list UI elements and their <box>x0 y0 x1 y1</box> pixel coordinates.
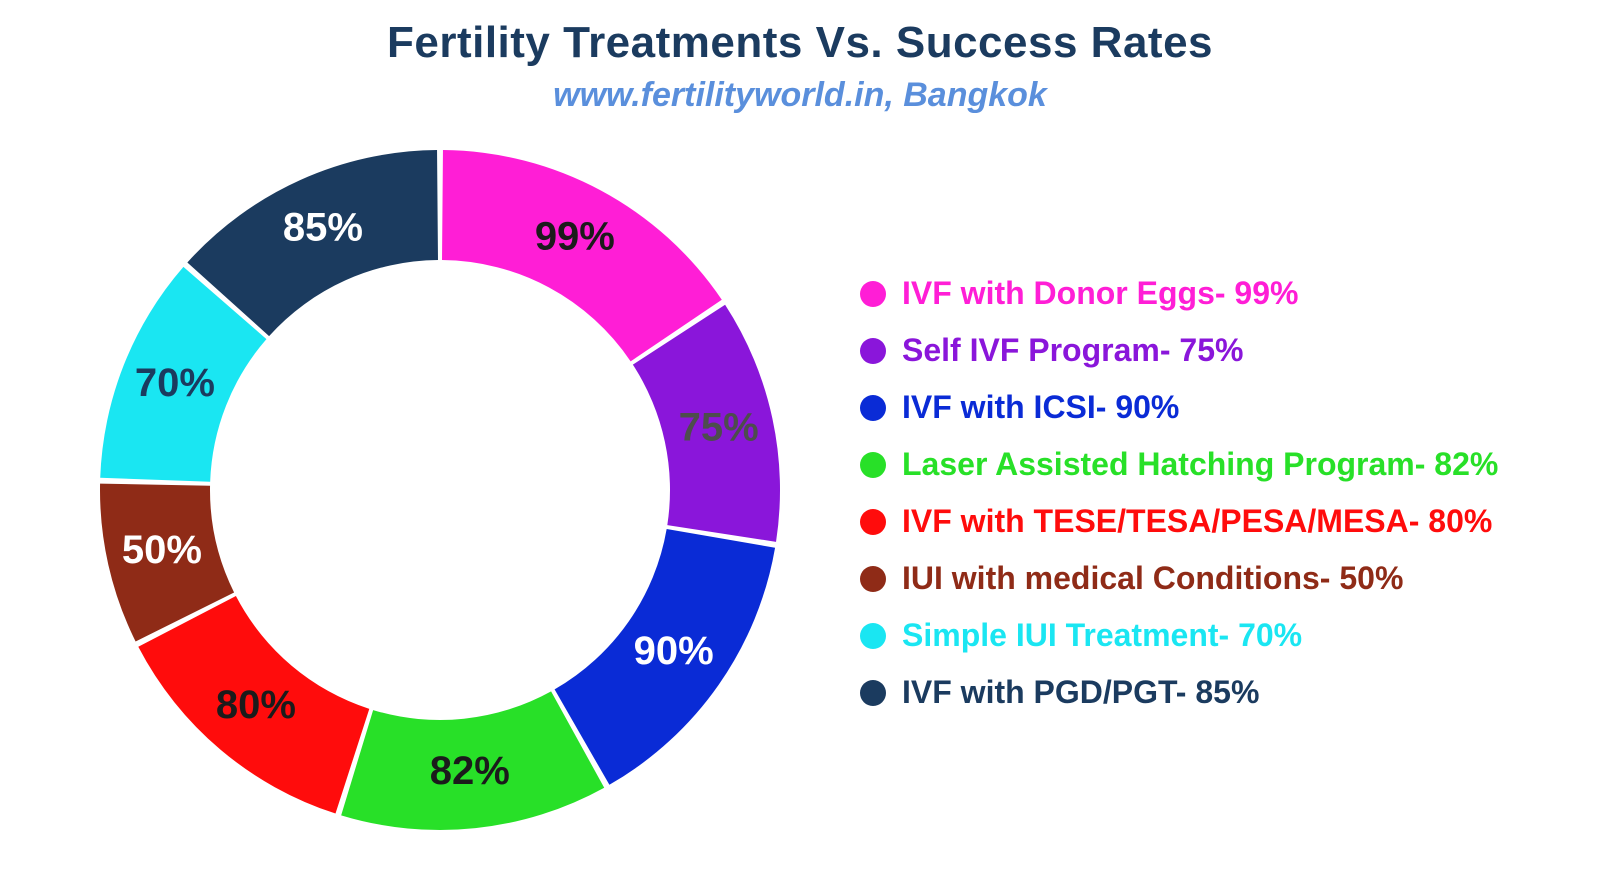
slice-label: 50% <box>122 528 202 572</box>
slice-label: 82% <box>430 749 510 793</box>
slice-label: 85% <box>283 206 363 250</box>
legend-item: Laser Assisted Hatching Program- 82% <box>860 446 1580 483</box>
legend-label: IUI with medical Conditions- 50% <box>902 560 1403 597</box>
legend-dot-icon <box>860 395 886 421</box>
legend-label: Self IVF Program- 75% <box>902 332 1243 369</box>
legend-dot-icon <box>860 452 886 478</box>
slice-label: 80% <box>216 683 296 727</box>
legend-dot-icon <box>860 623 886 649</box>
legend-label: IVF with TESE/TESA/PESA/MESA- 80% <box>902 503 1492 540</box>
legend-dot-icon <box>860 566 886 592</box>
legend-dot-icon <box>860 680 886 706</box>
legend-label: IVF with Donor Eggs- 99% <box>902 275 1298 312</box>
legend-label: Simple IUI Treatment- 70% <box>902 617 1302 654</box>
legend-item: Simple IUI Treatment- 70% <box>860 617 1580 654</box>
slice-label: 70% <box>135 361 215 405</box>
legend-label: IVF with PGD/PGT- 85% <box>902 674 1259 711</box>
legend-item: IUI with medical Conditions- 50% <box>860 560 1580 597</box>
legend-item: IVF with Donor Eggs- 99% <box>860 275 1580 312</box>
chart-subtitle: www.fertilityworld.in, Bangkok <box>0 76 1600 115</box>
legend-dot-icon <box>860 281 886 307</box>
title-block: Fertility Treatments Vs. Success Rates w… <box>0 18 1600 115</box>
legend-dot-icon <box>860 509 886 535</box>
slice-label: 99% <box>535 214 615 258</box>
legend-dot-icon <box>860 338 886 364</box>
legend-label: IVF with ICSI- 90% <box>902 389 1179 426</box>
slice-label: 75% <box>679 406 759 450</box>
legend: IVF with Donor Eggs- 99% Self IVF Program… <box>860 275 1580 731</box>
donut-chart: 99% 75% 90% 82% 80% 50% 70% 85% <box>80 130 800 850</box>
legend-label: Laser Assisted Hatching Program- 82% <box>902 446 1498 483</box>
legend-item: IVF with TESE/TESA/PESA/MESA- 80% <box>860 503 1580 540</box>
slice-label: 90% <box>634 629 714 673</box>
donut-svg: 99% 75% 90% 82% 80% 50% 70% 85% <box>80 130 800 850</box>
legend-item: IVF with ICSI- 90% <box>860 389 1580 426</box>
chart-title: Fertility Treatments Vs. Success Rates <box>0 18 1600 68</box>
legend-item: Self IVF Program- 75% <box>860 332 1580 369</box>
legend-item: IVF with PGD/PGT- 85% <box>860 674 1580 711</box>
